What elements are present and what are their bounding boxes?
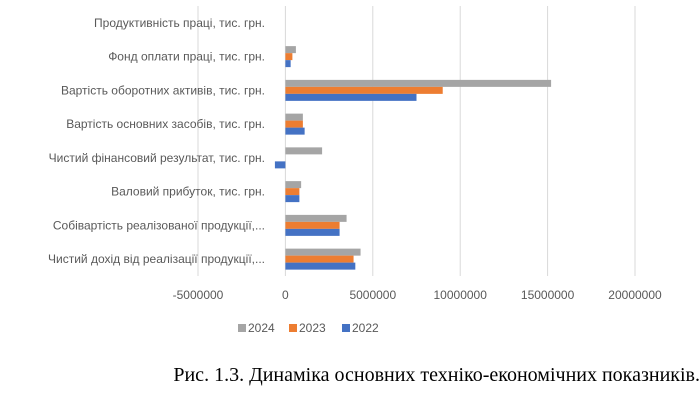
category-labels: Продуктивність праці, тис. грн. Фонд опла… [48,16,265,266]
bar-2024-7 [285,248,361,256]
legend-swatch-2022 [342,324,350,332]
x-tick-label: 15000000 [521,288,575,302]
legend-label: 2022 [352,321,379,335]
bar-2022-5 [285,195,300,203]
legend-swatch-2023 [289,324,297,332]
bar-2022-1 [285,60,291,68]
legend: 2024 2023 2022 [238,321,379,335]
category-label: Собівартість реалізованої продукції,... [53,218,265,232]
bar-2022-6 [285,228,340,236]
legend-swatch-2024 [238,324,246,332]
x-tick-label: 10000000 [434,288,488,302]
x-tick-label: 20000000 [608,288,662,302]
bar-2024-1 [285,46,296,54]
bar-2023-1 [285,53,293,61]
x-tick-label: 5000000 [349,288,396,302]
bar-2024-6 [285,214,347,222]
category-label: Чистий фінансовий результат, тис. грн. [49,151,265,165]
bar-2023-5 [285,188,300,196]
figure-caption: Рис. 1.3. Динаміка основних техніко-екон… [173,364,700,386]
bar-2022-3 [285,127,305,135]
bars [274,46,552,270]
x-tick-label: 0 [282,288,289,302]
category-label: Вартість основних засобів, тис. грн. [66,117,265,131]
category-label: Вартість оборотних активів, тис. грн. [61,83,265,97]
bar-2024-2 [285,79,552,87]
category-label: Продуктивність праці, тис. грн. [94,16,265,30]
bar-2023-7 [285,255,354,263]
bar-2022-4 [274,161,286,169]
category-label: Чистий дохід від реалізації продукції,..… [48,252,265,266]
bar-2023-6 [285,221,340,229]
x-tick-label: -5000000 [173,288,224,302]
bar-2023-2 [285,86,443,94]
legend-label: 2024 [248,321,275,335]
bar-2024-4 [285,147,323,155]
x-axis-ticks: -5000000 0 5000000 10000000 15000000 20000000 [173,288,662,302]
bar-2022-2 [285,93,417,101]
bar-2024-5 [285,181,302,189]
bar-2022-7 [285,262,356,270]
category-label: Фонд оплати праці, тис. грн. [108,50,265,64]
bar-2023-3 [285,120,303,128]
bar-2024-3 [285,113,303,121]
gridlines [197,6,636,276]
category-label: Валовий прибуток, тис. грн. [111,185,265,199]
legend-label: 2023 [299,321,326,335]
